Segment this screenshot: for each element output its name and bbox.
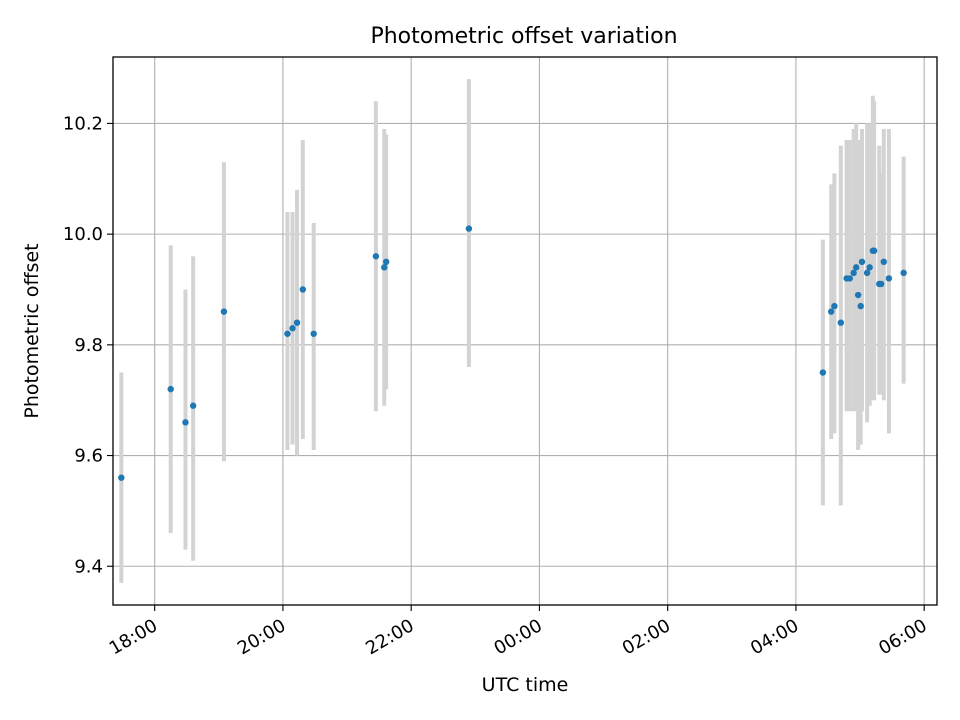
data-point [310,330,317,337]
data-point [831,302,838,310]
y-tick-label: 9.6 [74,446,103,467]
data-point [837,319,845,326]
data-point [189,402,197,409]
x-axis-label: UTC time [482,674,569,696]
data-point [372,253,380,260]
data-point [870,247,878,254]
data-point [878,280,885,288]
y-tick-label: 9.4 [74,556,103,577]
data-point [858,258,866,266]
data-point [819,369,827,376]
data-point [850,269,857,277]
data-point [381,264,388,271]
data-point [465,225,473,232]
data-point [182,419,189,426]
data-point [293,319,301,326]
data-point [220,308,228,315]
data-point [857,302,864,310]
y-axis-ticks: 9.4 9.6 9.8 10.0 10.2 [63,113,113,577]
data-point [885,275,893,282]
plot-frame [112,56,938,606]
data-point [289,325,296,332]
chart-title: Photometric offset variation [370,24,677,49]
data-point [900,269,907,277]
y-tick-label: 10.2 [63,113,103,134]
data-point [167,385,174,393]
data-point [299,286,307,293]
data-point [827,308,835,315]
grid-lines [113,57,937,605]
data-points [118,225,907,481]
data-point [284,330,291,337]
data-point [118,474,125,481]
y-tick-label: 9.8 [74,335,103,356]
data-point [863,269,871,277]
data-point [866,264,873,271]
data-point [853,264,860,271]
data-point [854,291,862,299]
data-point [880,258,887,266]
y-axis-label: Photometric offset [21,243,43,418]
y-tick-label: 10.0 [63,224,103,245]
data-point [382,258,390,266]
data-point [846,275,853,282]
